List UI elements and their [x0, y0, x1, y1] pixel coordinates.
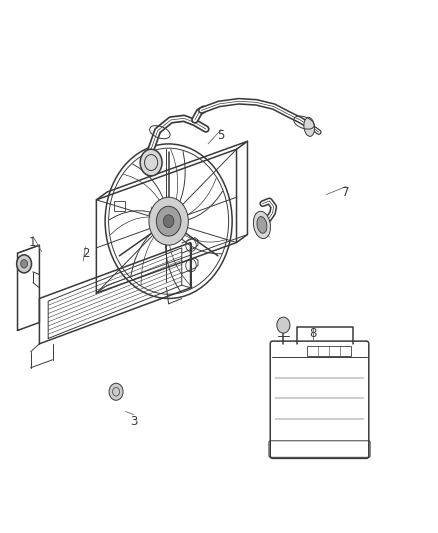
Circle shape: [156, 206, 181, 236]
Text: 2: 2: [81, 247, 89, 260]
Circle shape: [149, 197, 188, 245]
Text: 7: 7: [342, 187, 350, 199]
Text: 6: 6: [259, 225, 267, 238]
Text: 5: 5: [218, 130, 225, 142]
Circle shape: [277, 317, 290, 333]
Bar: [114, 201, 125, 211]
Circle shape: [140, 149, 162, 176]
Text: 8: 8: [310, 327, 317, 340]
Circle shape: [109, 383, 123, 400]
Ellipse shape: [304, 117, 314, 136]
Ellipse shape: [257, 216, 267, 233]
Bar: [307, 346, 351, 356]
Text: 1: 1: [29, 236, 37, 249]
Circle shape: [17, 255, 32, 273]
Circle shape: [163, 215, 174, 228]
Text: 4: 4: [147, 207, 155, 220]
Text: 3: 3: [130, 415, 137, 427]
Ellipse shape: [253, 211, 271, 239]
Circle shape: [21, 260, 28, 268]
